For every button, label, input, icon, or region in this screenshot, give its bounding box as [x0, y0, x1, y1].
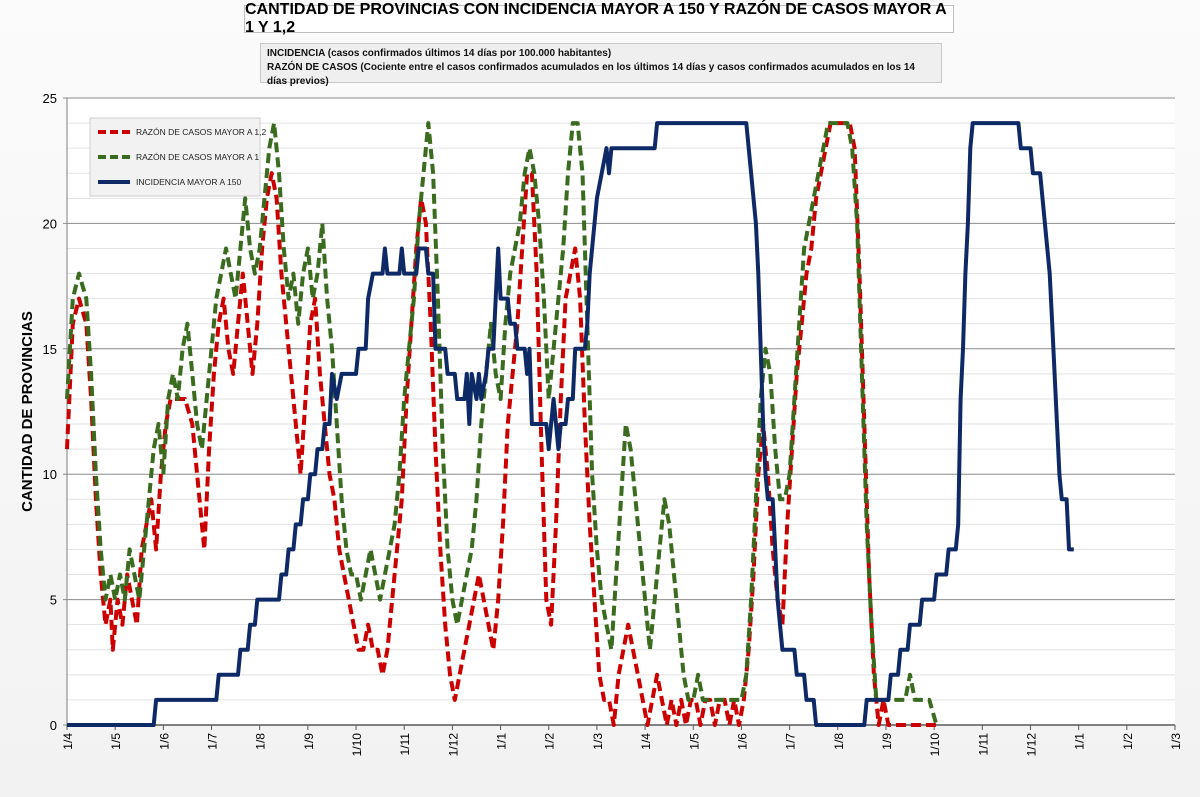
- x-tick-label: 1/2: [1121, 733, 1135, 750]
- chart-title: CANTIDAD DE PROVINCIAS CON INCIDENCIA MA…: [244, 1, 954, 36]
- x-tick-label: 1/1: [1073, 733, 1087, 750]
- x-tick-label: 1/11: [398, 733, 412, 756]
- plot-background: [67, 98, 1175, 725]
- x-tick-label: 1/8: [832, 733, 846, 750]
- x-tick-label: 1/6: [735, 733, 749, 750]
- x-tick-label: 1/9: [302, 733, 316, 750]
- x-tick-label: 1/2: [543, 733, 557, 750]
- x-tick-label: 1/7: [784, 733, 798, 750]
- series-line-1: [65, 121, 939, 726]
- x-tick-label: 1/7: [206, 733, 220, 750]
- x-tick-label: 1/12: [446, 733, 460, 757]
- y-axis-label: CANTIDAD DE PROVINCIAS: [19, 311, 36, 512]
- x-tick-label: 1/10: [350, 733, 364, 757]
- note-incidencia: INCIDENCIA (casos confirmados últimos 14…: [267, 48, 612, 59]
- note-razon: RAZÓN DE CASOS (Cociente entre el casos …: [267, 62, 915, 87]
- x-tick-label: 1/3: [1169, 733, 1183, 750]
- series-line-0: [65, 121, 937, 727]
- series-line-2: [67, 121, 1074, 727]
- chart-notes: INCIDENCIA (casos confirmados últimos 14…: [260, 43, 942, 87]
- y-tick-label: 15: [43, 342, 57, 357]
- x-tick-label: 1/3: [591, 733, 605, 750]
- x-tick-label: 1/10: [928, 733, 942, 757]
- x-tick-label: 1/9: [880, 733, 894, 750]
- x-tick-label: 1/5: [687, 733, 701, 750]
- y-tick-label: 25: [43, 91, 57, 106]
- x-tick-label: 1/8: [254, 733, 268, 750]
- x-tick-label: 1/12: [1024, 733, 1038, 757]
- legend-label-0: RAZÓN DE CASOS MAYOR A 1,2: [136, 127, 266, 137]
- x-tick-label: 1/4: [639, 733, 653, 750]
- legend-label-2: INCIDENCIA MAYOR A 150: [136, 177, 241, 187]
- x-tick-label: 1/4: [61, 733, 75, 750]
- y-tick-label: 5: [50, 593, 57, 608]
- x-tick-label: 1/6: [157, 733, 171, 750]
- x-tick-label: 1/1: [495, 733, 509, 750]
- x-tick-label: 1/5: [109, 733, 123, 750]
- y-tick-label: 10: [43, 467, 57, 482]
- x-tick-label: 1/11: [976, 733, 990, 756]
- y-tick-label: 0: [50, 718, 57, 733]
- y-tick-label: 20: [43, 216, 57, 231]
- legend-label-1: RAZÓN DE CASOS MAYOR A 1: [136, 152, 259, 162]
